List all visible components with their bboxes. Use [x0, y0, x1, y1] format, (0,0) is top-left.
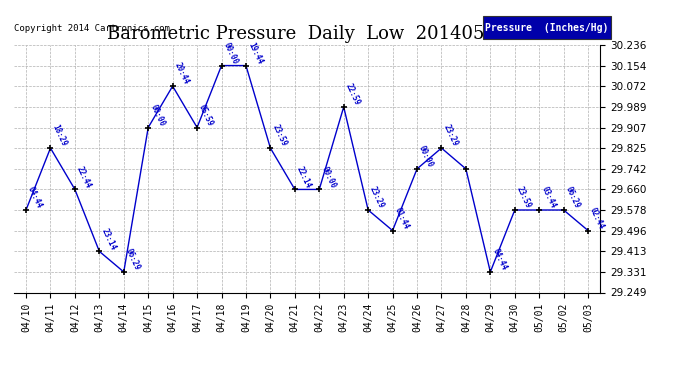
Text: 19:44: 19:44	[246, 41, 264, 66]
Text: 20:44: 20:44	[172, 62, 190, 86]
Text: 02:44: 02:44	[588, 206, 606, 231]
Text: 23:59: 23:59	[515, 185, 533, 210]
Text: 04:44: 04:44	[26, 185, 44, 210]
Text: 06:29: 06:29	[564, 185, 582, 210]
Text: 22:14: 22:14	[295, 165, 313, 189]
Text: 23:29: 23:29	[442, 123, 460, 148]
Text: 00:00: 00:00	[148, 103, 166, 128]
Text: Pressure  (Inches/Hg): Pressure (Inches/Hg)	[485, 23, 609, 33]
Text: 05:59: 05:59	[197, 103, 215, 128]
Text: 03:44: 03:44	[539, 185, 557, 210]
Text: 00:00: 00:00	[221, 41, 239, 66]
Text: Copyright 2014 Cartronics.com: Copyright 2014 Cartronics.com	[14, 24, 170, 33]
Text: 22:59: 22:59	[344, 82, 362, 107]
Text: 06:29: 06:29	[124, 247, 141, 272]
Text: 23:29: 23:29	[368, 185, 386, 210]
Text: 00:00: 00:00	[319, 165, 337, 189]
Text: 22:44: 22:44	[75, 165, 93, 189]
Text: 23:14: 23:14	[99, 226, 117, 251]
Text: 23:59: 23:59	[270, 123, 288, 148]
Text: 01:44: 01:44	[393, 206, 411, 231]
Text: 04:44: 04:44	[491, 247, 509, 272]
Title: Barometric Pressure  Daily  Low  20140504: Barometric Pressure Daily Low 20140504	[107, 26, 507, 44]
Text: 18:29: 18:29	[50, 123, 68, 148]
Text: 00:00: 00:00	[417, 144, 435, 169]
